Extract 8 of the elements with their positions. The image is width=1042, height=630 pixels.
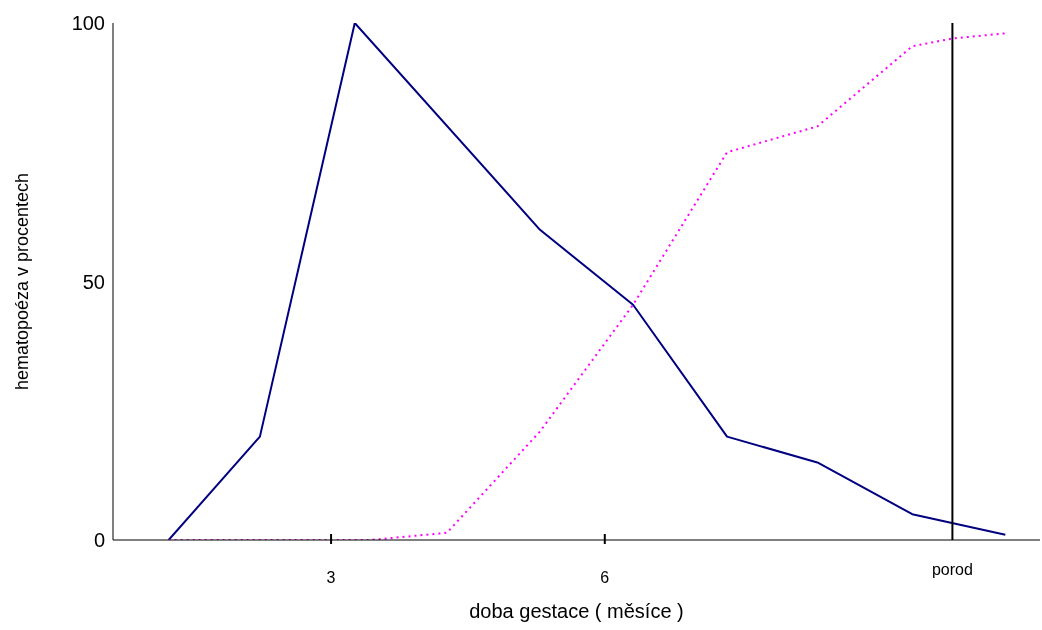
y-tick-label: 100 [71,12,105,35]
x-axis-title: doba gestace ( měsíce ) [469,600,684,622]
x-tick-label: 3 [326,569,336,587]
y-tick-label: 50 [82,270,105,293]
ref-line-label: porod [931,561,973,579]
x-tick-label: 6 [600,569,610,587]
y-axis-title: hematopoéza v procentech [12,172,33,391]
y-tick-label: 0 [93,529,105,552]
